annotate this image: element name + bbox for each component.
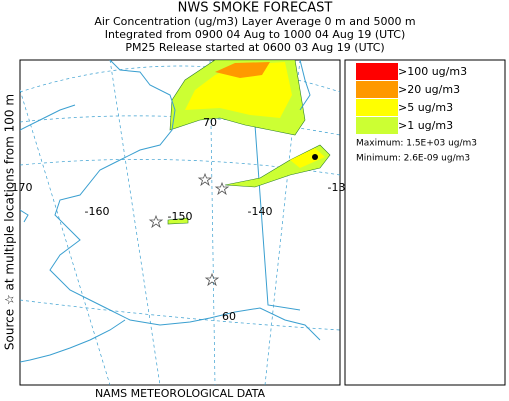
source-star (148, 214, 164, 229)
legend-minimum: Minimum: 2.6E-09 ug/m3 (356, 154, 470, 164)
coastline (20, 209, 29, 223)
grid-label: -140 (248, 205, 273, 218)
smoke-area (185, 62, 292, 118)
subtitle: Air Concentration (ug/m3) Layer Average … (94, 15, 415, 28)
grid-label: -170 (8, 181, 33, 194)
legend-label: >20 ug/m3 (398, 83, 460, 96)
grid-label: -160 (85, 205, 110, 218)
grid-label: 70 (203, 116, 217, 129)
title: NWS SMOKE FORECAST (178, 1, 333, 16)
coastline (299, 60, 311, 111)
source-star (204, 272, 220, 287)
legend-label: >1 ug/m3 (398, 119, 453, 132)
footer: NAMS METEOROLOGICAL DATA (95, 387, 266, 400)
grid-label: 60 (222, 310, 236, 323)
smoke-area (290, 148, 325, 168)
smoke-area (215, 62, 270, 78)
side-label: Source ☆ at multiple locations from 100 … (3, 94, 17, 350)
legend: >100 ug/m3 >20 ug/m3 >5 ug/m3 >1 ug/m3 Maxi… (344, 59, 506, 386)
legend-swatch (356, 63, 398, 80)
legend-maximum: Maximum: 1.5E+03 ug/m3 (356, 139, 477, 149)
legend-label: >100 ug/m3 (398, 65, 467, 78)
legend-label: >5 ug/m3 (398, 101, 453, 114)
source-star (197, 172, 213, 187)
coastline (49, 60, 321, 341)
legend-swatch (356, 117, 398, 134)
coastline (20, 319, 126, 363)
legend-swatch (356, 99, 398, 116)
subtitle: PM25 Release started at 0600 03 Aug 19 (… (125, 41, 384, 54)
legend-swatch (356, 81, 398, 98)
subtitle: Integrated from 0900 04 Aug to 1000 04 A… (105, 28, 406, 41)
smoke-area (167, 217, 189, 225)
coastline (20, 104, 76, 131)
grid-label: -150 (168, 210, 193, 223)
grid-line (109, 60, 161, 385)
fire-spot (312, 154, 318, 160)
source-star (214, 181, 230, 196)
grid-line (20, 65, 340, 93)
